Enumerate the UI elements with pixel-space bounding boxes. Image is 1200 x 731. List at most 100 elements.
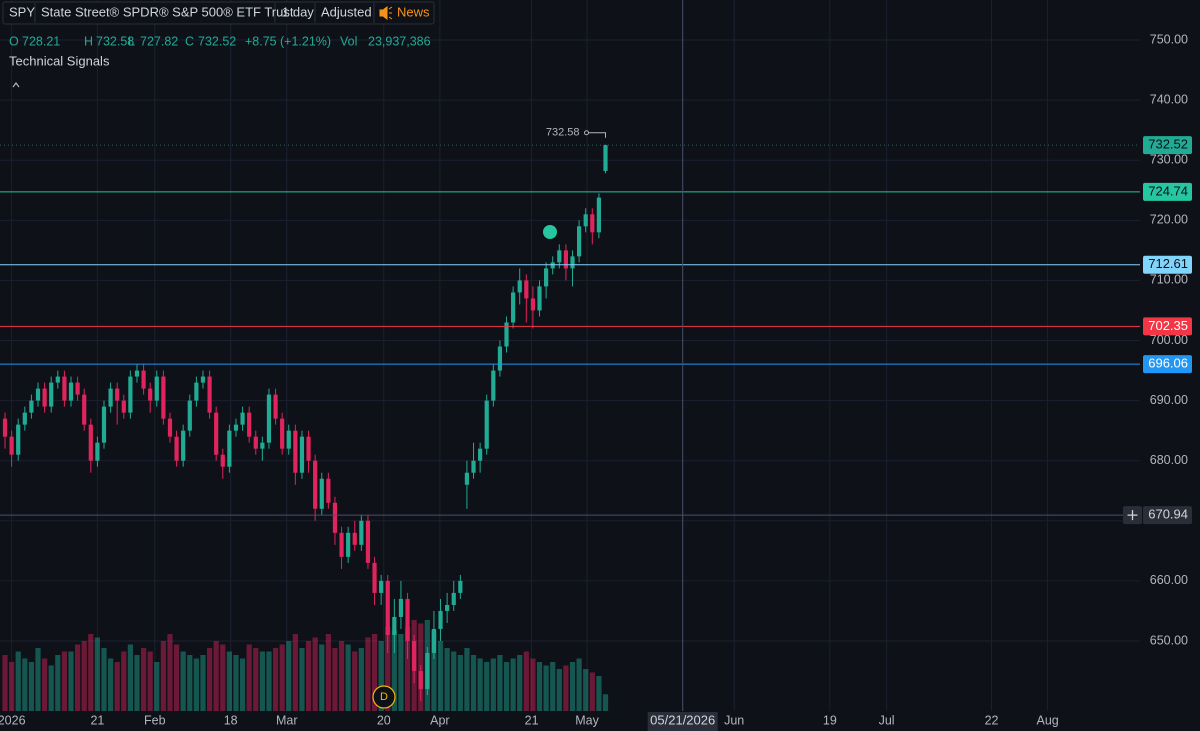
candle-body [319, 478, 324, 509]
candle-body [392, 616, 397, 635]
technical-signals[interactable]: Technical Signals [9, 53, 110, 68]
y-tick-label: 690.00 [1150, 393, 1188, 407]
volume-bar [61, 651, 68, 711]
open-label: O [9, 34, 19, 48]
candle-body [398, 598, 404, 617]
volume-bar [431, 630, 437, 711]
candle-body [88, 424, 93, 461]
candle-body [504, 322, 509, 347]
volume-bar [259, 651, 265, 711]
news-button[interactable]: News [397, 4, 430, 19]
y-tick-label: 650.00 [1150, 633, 1188, 647]
volume-bar [338, 641, 345, 711]
volume-bar [569, 662, 576, 711]
volume-bar [451, 651, 457, 711]
candle-body [306, 436, 311, 461]
volume-bar [444, 648, 450, 711]
candle-body [161, 376, 166, 419]
candle-body [570, 256, 575, 269]
candle-body [181, 430, 186, 461]
volume-bar [583, 669, 589, 711]
candle-body [207, 376, 212, 413]
volume-bar [398, 634, 404, 711]
volume-bar [596, 676, 602, 711]
y-tick-label: 750.00 [1150, 32, 1188, 46]
signal-marker[interactable] [543, 225, 557, 239]
candle-body [425, 653, 430, 690]
y-tick-label: 730.00 [1150, 153, 1188, 167]
volume-bar [490, 658, 496, 711]
overlay: 732.58 [0, 0, 1140, 711]
dividend-label: D [380, 691, 388, 703]
dividend-marker[interactable] [372, 685, 396, 709]
candle-body [134, 370, 140, 377]
volume-bar [233, 655, 239, 711]
volume-bar [345, 644, 351, 711]
x-tick-label: 21 [525, 713, 539, 727]
candle-body [491, 370, 496, 401]
y-tick-label: 680.00 [1150, 453, 1188, 467]
volume-bar [193, 658, 199, 711]
news-icon[interactable] [379, 6, 393, 20]
volume-bar [484, 662, 490, 711]
candle-body [458, 580, 463, 593]
volume-bar [550, 662, 556, 711]
volume-bar [325, 634, 331, 711]
level-label: 702.35 [1148, 318, 1188, 333]
interval[interactable]: 1 day [282, 4, 314, 19]
volume-bar [75, 644, 81, 711]
volume-bar [187, 655, 193, 711]
volume-bar [312, 637, 318, 711]
candle-body [464, 472, 470, 485]
last-price-box [1143, 136, 1192, 155]
adjustment[interactable]: Adjusted [321, 4, 372, 19]
high-marker-label: 732.58 [546, 127, 580, 139]
candle-body [478, 448, 483, 461]
volume-bar [9, 662, 15, 711]
candle-body [148, 388, 153, 401]
candles [2, 144, 608, 702]
candle-body [537, 286, 542, 311]
candle-body [418, 671, 423, 690]
candle-body [194, 382, 199, 401]
symbol[interactable]: SPY [9, 4, 35, 19]
volume-bar [319, 644, 325, 711]
volume-bar [272, 648, 279, 711]
x-tick-label: Mar [276, 713, 298, 727]
volume-bar [35, 648, 41, 711]
x-tick-label: 20 [377, 713, 391, 727]
x-tick-label: Apr [430, 713, 449, 727]
y-tick-label: 710.00 [1150, 273, 1188, 287]
volume-bar [81, 641, 87, 711]
candle-body [451, 592, 456, 605]
volume-bar [28, 662, 35, 711]
volume-bar [305, 641, 312, 711]
volume-bar [173, 644, 180, 711]
crosshair-price-box [1143, 506, 1192, 525]
volume-bar [266, 651, 272, 711]
level-label-box [1143, 317, 1192, 336]
volume-bar [299, 648, 305, 711]
candle-body [299, 436, 305, 473]
volume-bar [371, 634, 378, 711]
candle-body [438, 610, 443, 629]
candle-body [332, 502, 338, 533]
candle-body [29, 400, 34, 413]
candle-body [557, 250, 562, 263]
volume-bar [543, 665, 549, 711]
collapse-chevron[interactable] [12, 82, 20, 88]
candle-body [253, 436, 258, 449]
volume-bar [127, 644, 133, 711]
candle-body [9, 436, 14, 455]
volume-bar [352, 651, 358, 711]
y-tick-label: 660.00 [1150, 573, 1188, 587]
volume-bar [477, 658, 483, 711]
candle-body [286, 430, 291, 449]
x-tick-label: 19 [823, 713, 837, 727]
candle-body [233, 424, 239, 431]
volume-bar [94, 637, 100, 711]
volume-bar [134, 655, 140, 711]
candle-body [35, 388, 41, 401]
x-tick-label: 2026 [0, 713, 26, 727]
